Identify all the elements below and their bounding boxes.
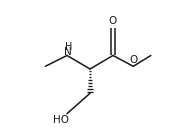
Text: H: H: [65, 42, 72, 52]
Text: O: O: [109, 16, 117, 26]
Text: HO: HO: [53, 115, 69, 125]
Text: O: O: [130, 55, 138, 65]
Text: N: N: [64, 47, 72, 57]
